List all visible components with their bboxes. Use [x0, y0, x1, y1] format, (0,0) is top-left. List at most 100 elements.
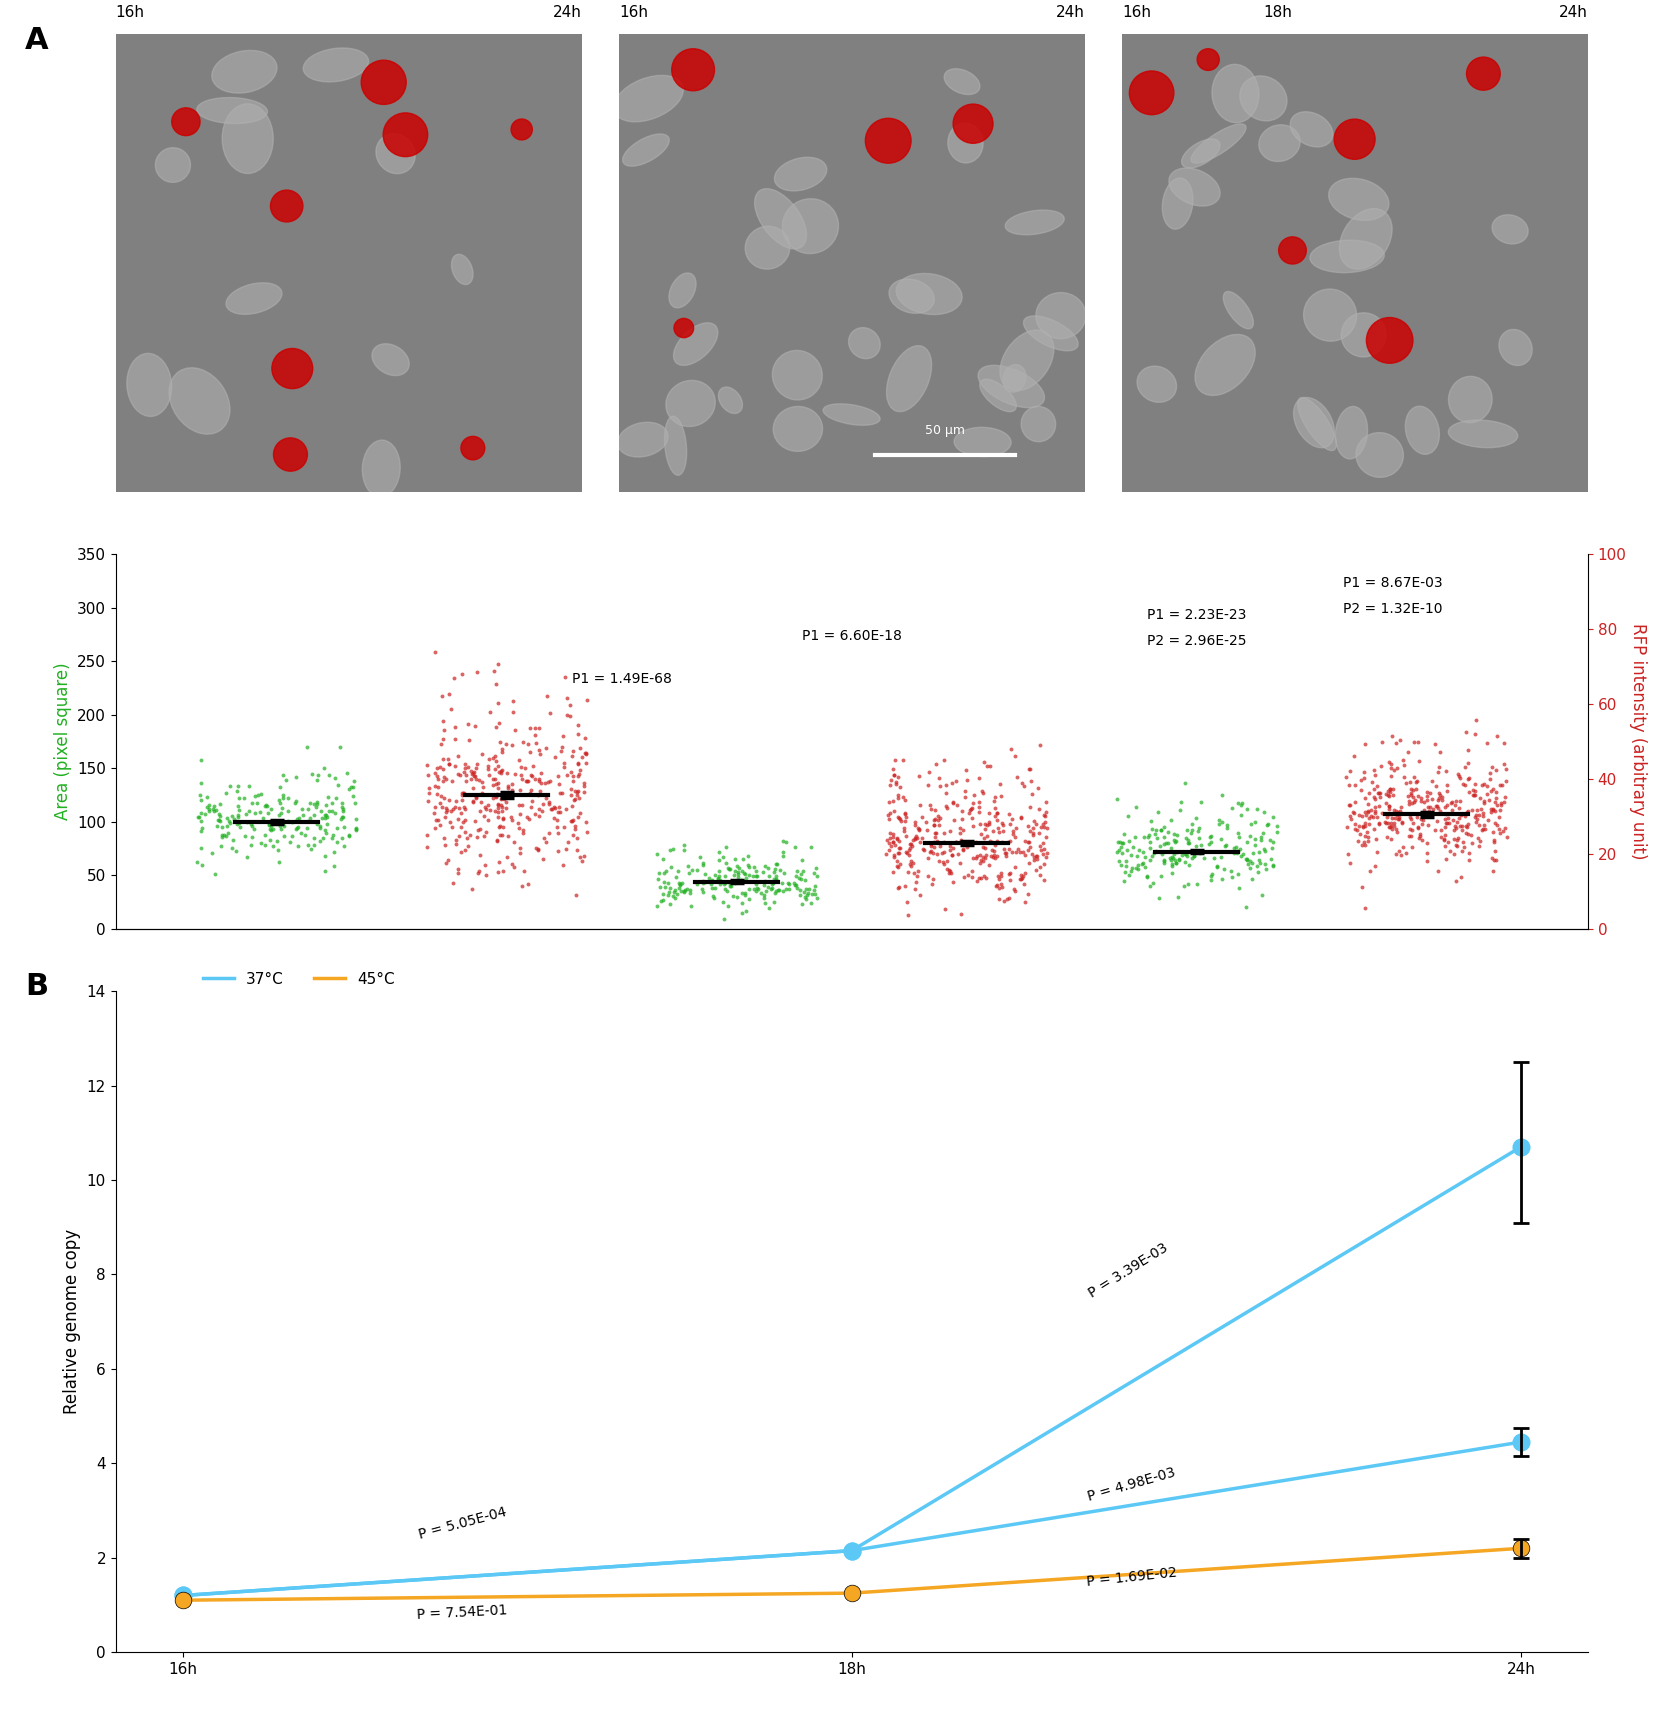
Point: [1224, 840, 1250, 867]
Point: [1016, 756, 1042, 783]
Point: [1434, 804, 1460, 831]
Point: [447, 761, 473, 788]
Point: [463, 783, 490, 811]
Point: [1386, 805, 1413, 833]
Point: [260, 816, 286, 843]
Point: [564, 781, 590, 809]
Point: [1398, 774, 1424, 802]
Point: [643, 891, 670, 919]
Point: [946, 848, 973, 876]
Point: [278, 809, 304, 836]
Point: [1469, 771, 1495, 799]
Point: [1432, 809, 1459, 836]
Point: [706, 866, 733, 893]
Point: [473, 795, 500, 823]
Point: [1462, 776, 1489, 804]
Point: [1414, 786, 1441, 814]
Point: [301, 831, 327, 859]
Point: [225, 802, 251, 830]
Point: [1176, 852, 1202, 879]
Point: [1252, 836, 1279, 864]
Ellipse shape: [824, 404, 880, 425]
Point: [759, 874, 786, 902]
Point: [488, 785, 514, 812]
Point: [1419, 786, 1446, 814]
Point: [1422, 816, 1449, 843]
Point: [1399, 776, 1426, 804]
Point: [761, 888, 787, 916]
Point: [500, 805, 526, 833]
Point: [996, 859, 1022, 886]
Point: [1260, 852, 1287, 879]
Point: [1227, 836, 1254, 864]
Point: [1376, 795, 1403, 823]
Point: [1434, 771, 1460, 799]
Ellipse shape: [1224, 291, 1254, 329]
Point: [1489, 790, 1515, 817]
Point: [982, 783, 1009, 811]
Point: [471, 823, 498, 850]
Point: [246, 799, 273, 826]
Point: [1115, 836, 1141, 864]
Point: [801, 859, 827, 886]
Point: [936, 831, 963, 859]
Point: [1007, 866, 1034, 893]
Point: [420, 799, 447, 826]
Point: [475, 805, 501, 833]
Point: [953, 783, 979, 811]
Point: [880, 859, 906, 886]
Point: [665, 857, 691, 885]
Point: [1444, 831, 1470, 859]
Point: [974, 752, 1001, 780]
Point: [1174, 826, 1201, 854]
Point: [731, 859, 758, 886]
Point: [1030, 800, 1057, 828]
Point: [1002, 838, 1029, 866]
Point: [1120, 833, 1146, 860]
Point: [721, 860, 748, 888]
Point: [1462, 809, 1489, 836]
Ellipse shape: [944, 69, 979, 95]
Point: [493, 788, 519, 816]
Point: [968, 845, 994, 873]
Point: [921, 833, 948, 860]
Ellipse shape: [746, 225, 791, 268]
Point: [1197, 823, 1224, 850]
Point: [471, 793, 498, 821]
Point: [997, 811, 1024, 838]
Point: [442, 725, 468, 752]
Point: [931, 850, 958, 878]
Point: [423, 762, 450, 790]
Point: [422, 793, 448, 821]
Point: [551, 749, 577, 776]
Point: [324, 828, 351, 855]
Point: [471, 852, 498, 879]
Point: [675, 876, 701, 904]
Point: [782, 871, 809, 898]
Point: [1408, 786, 1434, 814]
Point: [1384, 805, 1411, 833]
Point: [880, 821, 906, 848]
Point: [1214, 811, 1240, 838]
Point: [991, 835, 1017, 862]
Point: [453, 761, 480, 788]
Point: [1434, 792, 1460, 819]
Point: [781, 833, 807, 860]
Point: [1479, 778, 1505, 805]
Circle shape: [673, 318, 693, 337]
Point: [878, 766, 905, 793]
Point: [1161, 826, 1188, 854]
Point: [508, 873, 534, 900]
Point: [559, 792, 586, 819]
Point: [1388, 842, 1414, 869]
Point: [450, 807, 476, 835]
Point: [1022, 857, 1049, 885]
Point: [546, 769, 572, 797]
Point: [949, 797, 976, 824]
Point: [212, 823, 238, 850]
Point: [930, 848, 956, 876]
Point: [205, 807, 232, 835]
Point: [762, 879, 789, 907]
Point: [997, 735, 1024, 762]
Point: [1232, 893, 1259, 921]
